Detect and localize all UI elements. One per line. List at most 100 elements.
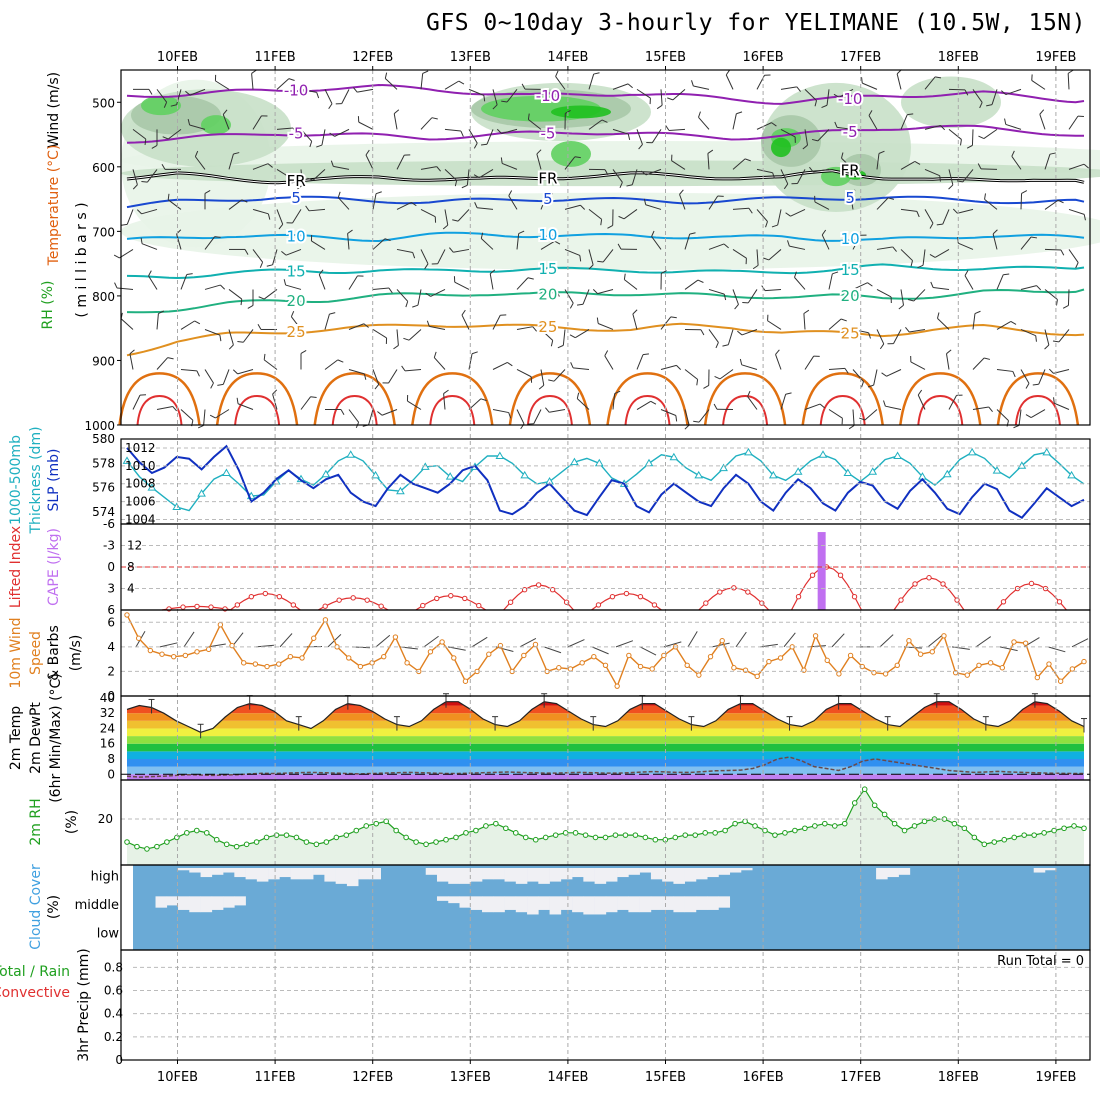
panel-label-thk_slp: SLP (mb) [46,448,62,511]
run-total: Run Total = 0 [997,954,1084,969]
rh-point [243,841,250,848]
wind-barb-tick [1060,249,1065,256]
precip-tick-label: 0.6 [104,984,123,998]
wind-barb [292,209,302,224]
date-label-bottom: 19FEB [1035,1070,1076,1085]
wind-barb [597,288,614,295]
wind-barb [276,209,284,225]
wind-barb [215,80,230,90]
wind-barb [741,364,758,370]
wind-barb [852,409,855,426]
wind-barb [457,209,470,222]
wind-barb-tick [363,373,367,380]
cloud-clear-block [1033,868,1046,873]
wind-barb [489,273,494,290]
wind-barb-tick [480,398,487,402]
wind-barb [272,249,278,265]
wind-barb-tick [411,201,417,207]
li-tick-label: 3 [107,582,115,596]
cloud-clear-block [594,868,607,884]
wind-barb-tick [638,144,643,150]
wind-barb [228,329,234,345]
rh-point [762,827,768,834]
wind-barb [222,114,230,130]
wind-barb [669,128,686,131]
wind-barb-tick [365,149,370,156]
lifted-index-point [476,602,482,609]
lifted-index-point [717,589,723,595]
wind-barb [588,73,595,90]
wind-barb-tick [1083,163,1089,169]
wind-barb-tick [966,144,973,149]
wind-barb-tick [1075,262,1079,269]
rh-point [203,830,210,836]
wind-barb-tick [723,243,729,249]
wind10-speed-point [847,652,854,659]
wind-barb [645,204,662,210]
lifted-index-point [703,600,709,606]
wind-barb-tick [604,169,609,176]
wind-barb-tick [809,166,814,173]
wind-barb-tick [661,270,667,274]
wind-barb [876,197,889,210]
wind-barb-tick [977,163,982,170]
wind-barb [910,361,926,370]
lifted-index-point [208,604,214,610]
cloud-clear-block [200,868,213,878]
wind10-speed-point [731,665,737,671]
cloud-clear-block [223,868,235,873]
wind-barb-tick [859,417,866,421]
wind-barb-tick [1011,150,1015,157]
wind-barb [948,88,966,91]
cloud-clear-block [369,868,381,880]
upper-tick-label: 900 [92,354,115,368]
cloud-clear-block [673,868,685,884]
wind10-barb [1071,638,1089,648]
wind-barb-tick [588,264,594,270]
wind-barb-tick [232,369,238,375]
warm-contour [899,372,982,426]
wind-barb [533,409,542,424]
wind-barb [780,169,789,185]
cloud-clear-block [662,896,674,910]
cloud-clear-block [650,896,663,910]
wind10-speed-point [346,655,352,661]
thickness-point [396,486,405,495]
thickness-point [520,470,530,479]
wind10-barb [519,637,537,648]
slp-tick-label: 1008 [125,477,156,491]
wind-barb [828,409,843,419]
wind-barb [775,354,782,370]
wind-barb-tick [714,375,721,380]
rh-point [1061,825,1067,832]
wind10-speed-point [696,672,702,678]
wind-barb-tick [548,379,555,382]
wind-barb-tick [316,144,323,148]
wind-barb [780,128,796,138]
wind-barb [933,287,950,290]
lifted-index-point [462,595,468,602]
cloud-clear-block [470,896,483,910]
wind10-barb [471,636,488,648]
wind10-barb [615,640,634,648]
wind-barb [708,243,725,250]
rh-point [483,823,489,829]
wind-barb [148,275,158,290]
thickness-point [570,457,579,466]
wind10-speed-point [357,663,364,670]
wind-barb-tick [521,83,526,90]
wind-barb [549,409,566,413]
wind-barb [924,125,941,130]
wind-barb [564,156,576,170]
panel-label-rh2m: 2m RH [28,798,44,845]
wind10-speed-point [182,652,189,659]
wind-barb [528,119,542,130]
precip-tick-label: 0.4 [104,1007,123,1021]
wind-barb-tick [974,310,981,315]
wind-barb [972,406,989,411]
wind-barb [636,354,644,370]
isotherm-label: 20 [841,287,860,305]
wind10-speed-point [287,653,294,660]
rh-point [552,832,559,838]
wind-barb [285,284,302,290]
